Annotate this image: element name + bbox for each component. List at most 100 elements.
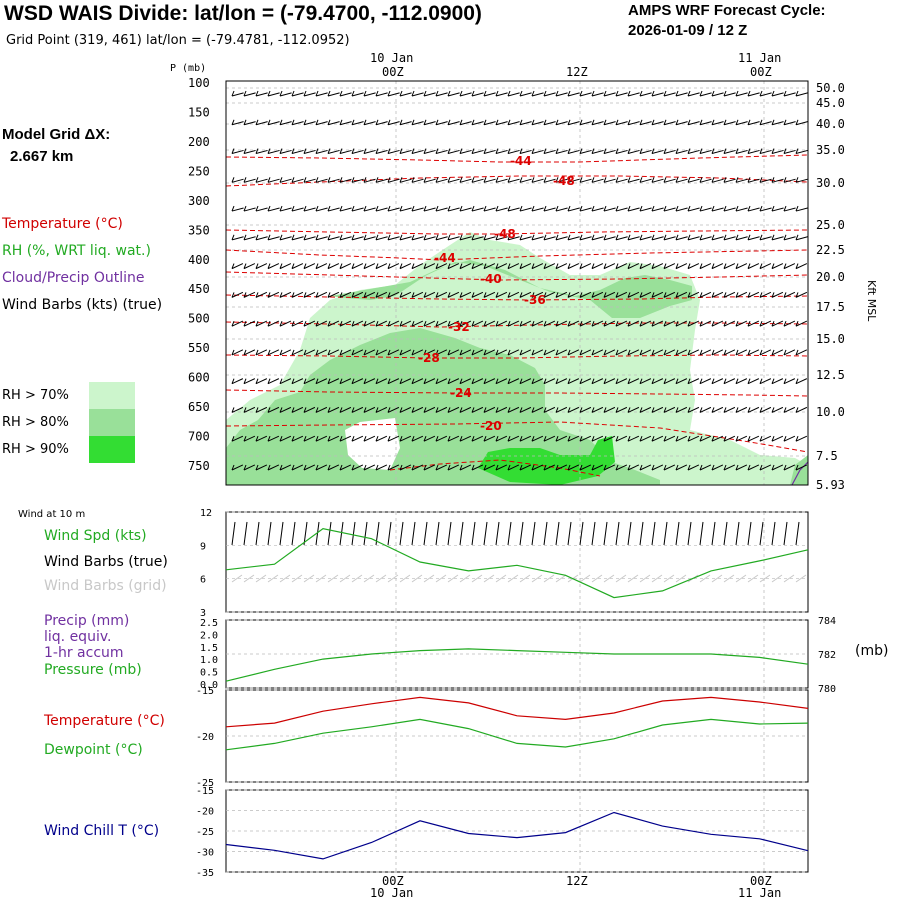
wind-barb (639, 291, 652, 298)
wind-barb (747, 435, 760, 442)
wind-barb (675, 291, 688, 298)
wind-barb (315, 148, 328, 155)
surface-wind-barb (735, 521, 740, 546)
wind-barb (387, 320, 400, 327)
wind-barb (639, 119, 652, 126)
wind-barb (399, 148, 412, 155)
wind-barb (243, 119, 256, 126)
wind-barb (795, 119, 808, 126)
wind-barb (699, 205, 712, 212)
wind-speed-line (225, 528, 809, 599)
pressure-tick: 400 (188, 253, 210, 267)
wind-barb (531, 90, 544, 97)
wind-barb (723, 349, 736, 356)
wind-barb (495, 205, 508, 212)
wind-barb (447, 234, 460, 241)
wind-barb (399, 378, 412, 385)
wind-barb (423, 435, 436, 442)
wind-barb (231, 349, 244, 356)
wind-barb (519, 464, 532, 471)
cloud-precip-outline (791, 461, 809, 486)
wind-barb (447, 291, 460, 298)
wind-barb (375, 90, 388, 97)
wind-barb (699, 464, 712, 471)
wind-barb (255, 435, 268, 442)
wind-barb (327, 378, 340, 385)
wind-barb (603, 90, 616, 97)
wind-barb (603, 464, 616, 471)
dry-pocket (345, 418, 400, 470)
wind-barb (231, 234, 244, 241)
wind-barb (615, 378, 628, 385)
wind-barb (363, 90, 376, 97)
wind-barb (327, 263, 340, 270)
wind-barb (387, 234, 400, 241)
wind-barb (735, 205, 748, 212)
wind-barb (255, 205, 268, 212)
surface-wind-barb (723, 521, 728, 546)
wind-barb (711, 320, 724, 327)
surface-wind-barb (651, 521, 656, 546)
wind-barb (543, 435, 556, 442)
wind-barb (687, 406, 700, 413)
wind-barb (543, 263, 556, 270)
wind-barb (495, 148, 508, 155)
wind-barb (651, 177, 664, 183)
wind-barb (519, 119, 532, 126)
wind-barb (519, 234, 532, 241)
wind-barb (507, 378, 520, 385)
surface-wind-barb (591, 521, 596, 546)
wind-barb (291, 378, 304, 385)
wind-barb (735, 378, 748, 385)
temp-label: -44 (434, 251, 456, 265)
grid-wind-barb (495, 574, 507, 583)
top-tick-00z: 00Z (382, 65, 404, 79)
wind-barb (579, 349, 592, 356)
wind-barb (663, 90, 676, 97)
wind-barb (459, 435, 472, 442)
wind-barb (447, 435, 460, 442)
wind-barb (747, 263, 760, 270)
legend-precip-accum: 1-hr accum (44, 645, 124, 661)
wind-barb (291, 177, 304, 183)
wind-barb (255, 406, 268, 413)
wind-barb (795, 234, 808, 241)
wind-barb (663, 263, 676, 270)
wind-barb (471, 406, 484, 413)
wind-barb (651, 148, 664, 155)
wind-barb (387, 205, 400, 212)
surface-wind-barb (759, 521, 764, 546)
wind-barb (435, 119, 448, 126)
wind-barb (747, 177, 760, 183)
wind-barb (387, 349, 400, 356)
wind-barb (711, 378, 724, 385)
wind-barb (375, 177, 388, 183)
pressure-tick-right: 782 (818, 650, 836, 661)
wind-barb (423, 148, 436, 155)
height-tick: 17.5 (816, 300, 845, 314)
wind-barb (507, 320, 520, 327)
grid-wind-barb (327, 574, 339, 583)
wind-barb (303, 406, 316, 413)
surface-wind-barb (471, 521, 476, 546)
wind-barb (639, 435, 652, 442)
wind-barb (795, 464, 808, 471)
wind-barb (567, 119, 580, 126)
pressure-tick: 700 (188, 430, 210, 444)
wind-barb (735, 119, 748, 126)
wind-barb (339, 435, 352, 442)
wind-barb (735, 291, 748, 298)
wind-speed-tick: 6 (200, 575, 206, 586)
wind-barb (711, 349, 724, 356)
wind-barb (723, 205, 736, 212)
grid-wind-barb (783, 574, 795, 583)
wind-barb (663, 148, 676, 155)
wind-barb (735, 320, 748, 327)
precip-tick: 2.5 (200, 618, 218, 629)
legend-wind-barbs-grid: Wind Barbs (grid) (44, 578, 167, 594)
wind-barb (591, 435, 604, 442)
grid-wind-barb (279, 574, 291, 583)
height-tick: 45.0 (816, 96, 845, 110)
temp-label: -28 (418, 351, 440, 365)
wind-barb (687, 464, 700, 471)
